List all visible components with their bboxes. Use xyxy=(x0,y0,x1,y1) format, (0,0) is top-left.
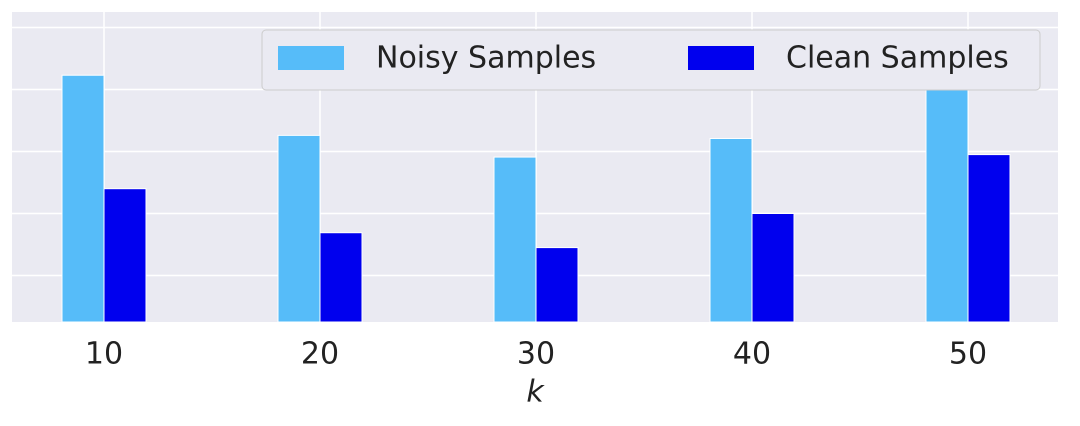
bar xyxy=(61,74,105,323)
x-tick-label: 40 xyxy=(733,337,771,372)
bar xyxy=(493,156,537,323)
legend: Noisy Samples Clean Samples xyxy=(261,29,1041,91)
bar xyxy=(535,247,579,323)
bar xyxy=(319,232,363,323)
bar xyxy=(103,188,147,323)
legend-box xyxy=(261,29,1041,91)
bar xyxy=(967,154,1011,323)
legend-swatch xyxy=(688,46,754,70)
x-axis-label: k xyxy=(526,375,545,410)
legend-label: Clean Samples xyxy=(786,41,1009,76)
bar xyxy=(925,81,969,323)
legend-label: Noisy Samples xyxy=(376,41,596,76)
bar xyxy=(709,137,753,323)
x-tick-label: 30 xyxy=(517,337,555,372)
x-tick-label: 50 xyxy=(949,337,987,372)
legend-swatch xyxy=(278,46,344,70)
x-tick-label: 20 xyxy=(301,337,339,372)
bar xyxy=(277,134,321,323)
bar xyxy=(751,213,795,323)
x-tick-label: 10 xyxy=(85,337,123,372)
bars xyxy=(61,74,1011,323)
